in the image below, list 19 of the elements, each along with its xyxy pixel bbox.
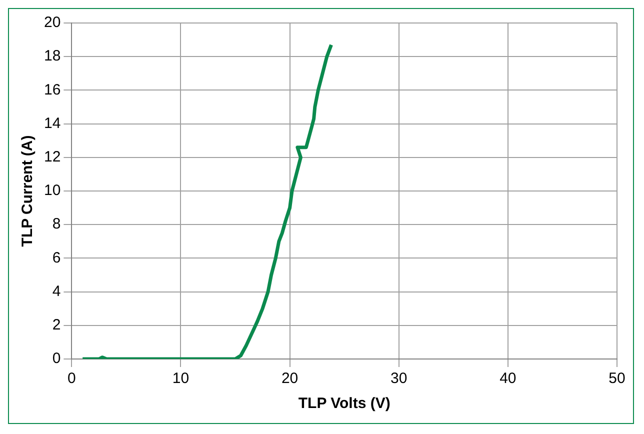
- x-axis-title: TLP Volts (V): [298, 395, 390, 412]
- x-tick-label: 40: [500, 370, 516, 388]
- x-tick-label: 20: [281, 370, 298, 388]
- y-tick-label: 14: [44, 114, 61, 132]
- y-axis-title: TLP Current (A): [19, 135, 36, 247]
- y-tick-label: 0: [52, 350, 61, 368]
- x-tick-label: 50: [608, 370, 626, 388]
- y-tick-label: 10: [44, 182, 61, 200]
- x-tick-label: 0: [68, 370, 76, 388]
- y-tick-label: 12: [44, 148, 61, 166]
- y-tick-label: 20: [44, 14, 61, 32]
- y-tick-label: 6: [52, 249, 61, 266]
- x-tick-label: 10: [172, 370, 190, 388]
- y-tick-label: 8: [52, 216, 61, 233]
- y-tick-label: 16: [44, 81, 61, 98]
- y-tick-label: 4: [52, 282, 61, 300]
- x-tick-label: 30: [390, 370, 408, 388]
- y-tick-label: 18: [44, 48, 61, 65]
- y-tick-label: 2: [52, 316, 61, 334]
